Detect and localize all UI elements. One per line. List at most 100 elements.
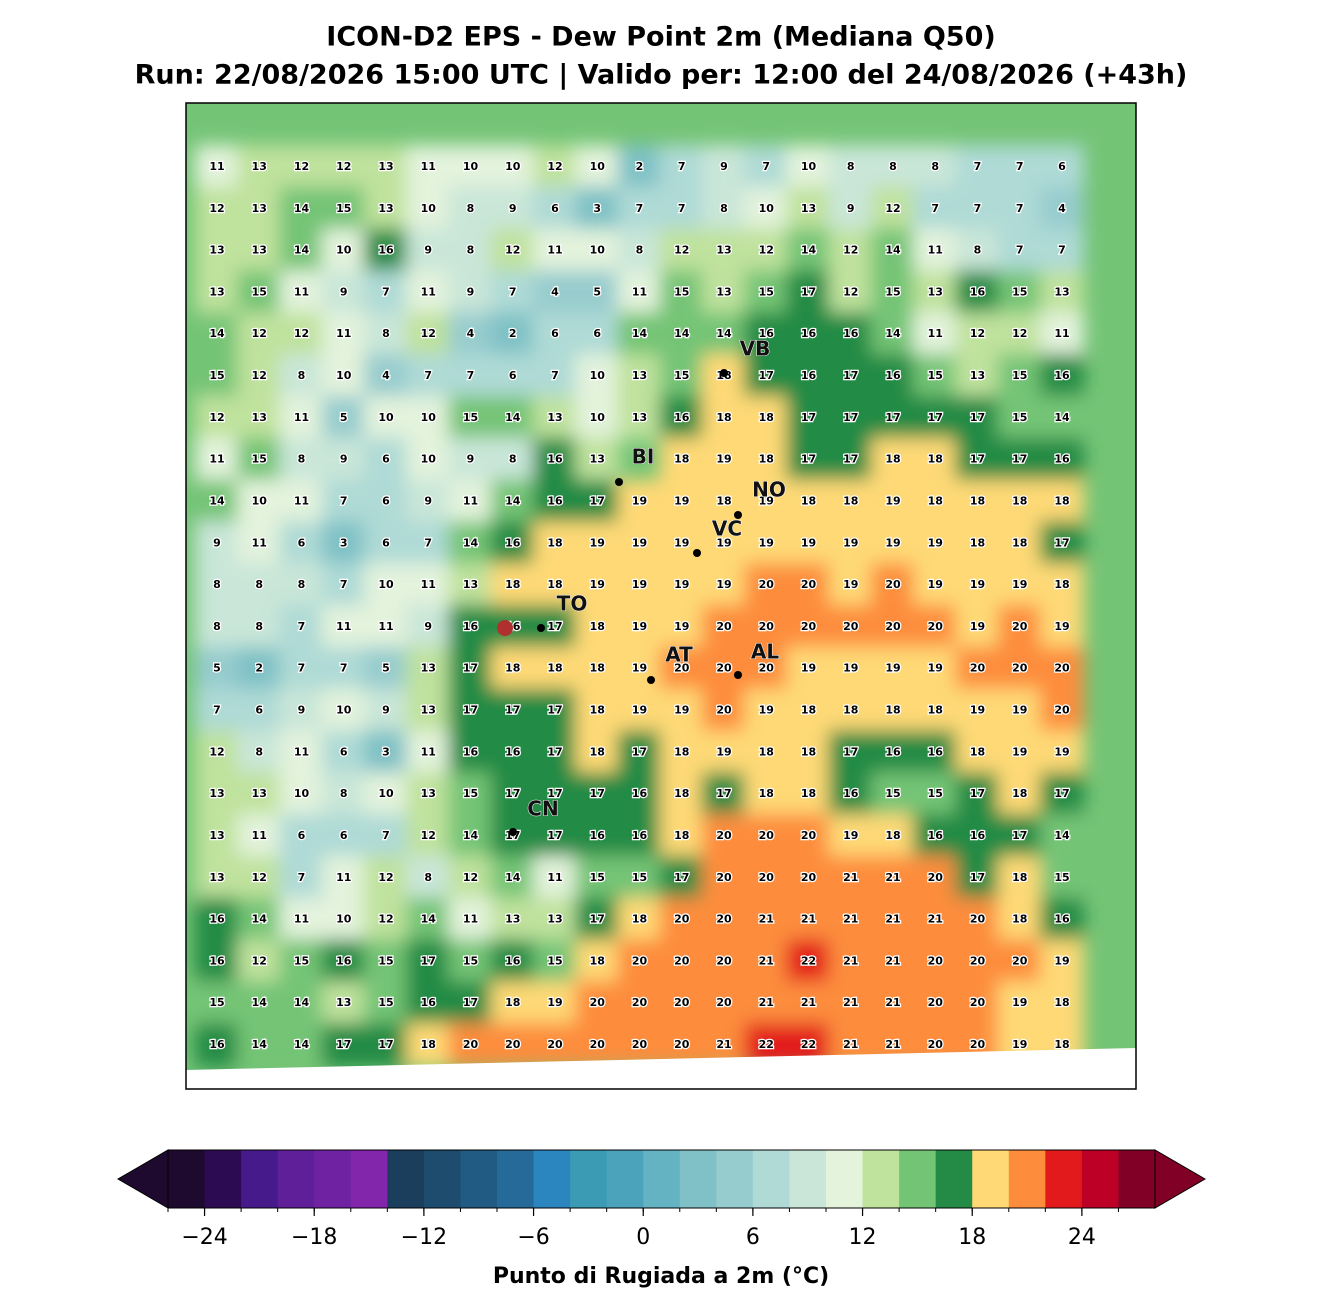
field-cell bbox=[617, 270, 662, 315]
grid-value: 17 bbox=[885, 411, 900, 424]
grid-value: 17 bbox=[505, 787, 520, 800]
grid-value: 16 bbox=[378, 244, 394, 257]
field-cell bbox=[406, 479, 451, 524]
field-cell bbox=[828, 354, 873, 398]
field-cell bbox=[997, 395, 1042, 440]
grid-value: 17 bbox=[547, 745, 562, 758]
city-dot bbox=[647, 676, 655, 684]
grid-value: 18 bbox=[505, 996, 520, 1009]
grid-value: 16 bbox=[928, 829, 944, 842]
field-cell bbox=[321, 730, 366, 775]
grid-value: 13 bbox=[590, 453, 605, 466]
grid-value: 15 bbox=[928, 369, 943, 382]
field-cell bbox=[237, 939, 282, 984]
grid-value: 17 bbox=[421, 954, 436, 967]
grid-value: 8 bbox=[931, 160, 939, 173]
field-cell bbox=[955, 688, 1000, 733]
field-cell bbox=[490, 897, 535, 942]
grid-value: 21 bbox=[885, 1038, 900, 1051]
field-cell bbox=[870, 939, 916, 984]
field-cell bbox=[997, 563, 1042, 607]
field-cell bbox=[406, 145, 451, 189]
city-label: AL bbox=[751, 640, 779, 664]
field-cell bbox=[870, 814, 916, 858]
field-cell bbox=[279, 395, 324, 440]
grid-value: 11 bbox=[378, 620, 393, 633]
grid-value: 18 bbox=[716, 494, 731, 507]
grid-value: 20 bbox=[801, 620, 817, 633]
field-cell bbox=[828, 814, 873, 858]
grid-value: 17 bbox=[801, 285, 816, 298]
field-cell bbox=[321, 228, 366, 273]
outside-domain bbox=[186, 1048, 1136, 1089]
field-cell bbox=[406, 395, 451, 440]
field-cell bbox=[786, 145, 831, 189]
field-cell bbox=[279, 897, 324, 942]
grid-value: 17 bbox=[632, 745, 647, 758]
grid-value: 14 bbox=[505, 411, 521, 424]
grid-value: 12 bbox=[294, 160, 309, 173]
grid-value: 12 bbox=[378, 871, 393, 884]
field-cell bbox=[913, 730, 958, 775]
grid-value: 3 bbox=[340, 536, 348, 549]
field-cell bbox=[701, 772, 747, 817]
field-cell bbox=[532, 479, 578, 524]
field-cell bbox=[997, 772, 1042, 817]
grid-value: 16 bbox=[421, 996, 437, 1009]
field-cell bbox=[955, 145, 1000, 189]
field-cell bbox=[532, 186, 578, 231]
grid-value: 20 bbox=[928, 871, 944, 884]
city-dot bbox=[615, 478, 623, 486]
field-cell bbox=[701, 228, 747, 273]
field-cell bbox=[744, 479, 789, 524]
field-cell bbox=[786, 855, 831, 900]
grid-value: 13 bbox=[421, 662, 436, 675]
field-cell bbox=[786, 354, 831, 398]
grid-value: 11 bbox=[209, 160, 224, 173]
grid-value: 16 bbox=[970, 285, 986, 298]
field-cell bbox=[321, 479, 366, 524]
field-cell bbox=[744, 981, 789, 1026]
field-cell bbox=[1039, 605, 1085, 649]
city-dot bbox=[734, 671, 742, 679]
field-cell bbox=[659, 437, 704, 482]
grid-value: 7 bbox=[424, 369, 432, 382]
map-subtitle: Run: 22/08/2026 15:00 UTC | Valido per: … bbox=[135, 60, 1188, 91]
grid-value: 20 bbox=[928, 954, 944, 967]
grid-value: 20 bbox=[505, 1038, 521, 1051]
field-cell bbox=[744, 563, 789, 607]
grid-value: 16 bbox=[801, 327, 817, 340]
field-cell bbox=[913, 855, 958, 900]
field-cell bbox=[194, 270, 240, 315]
grid-value: 13 bbox=[209, 787, 224, 800]
field-cell bbox=[490, 521, 535, 566]
field-cell bbox=[997, 312, 1042, 357]
field-cell bbox=[490, 479, 535, 524]
field-cell bbox=[321, 354, 366, 398]
colorbar-swatch bbox=[643, 1150, 681, 1208]
grid-value: 20 bbox=[716, 829, 732, 842]
grid-value: 9 bbox=[467, 285, 475, 298]
field-cell bbox=[828, 939, 873, 984]
field-cell bbox=[913, 605, 958, 649]
field-cell bbox=[575, 605, 620, 649]
colorbar-frame bbox=[167, 1149, 1156, 1209]
field-cell bbox=[406, 897, 451, 942]
field-cell bbox=[321, 521, 366, 566]
field-cell bbox=[406, 646, 451, 691]
field-cell bbox=[575, 354, 620, 398]
grid-value: 20 bbox=[590, 1038, 606, 1051]
grid-value: 15 bbox=[463, 787, 478, 800]
grid-value: 19 bbox=[801, 662, 816, 675]
grid-value: 11 bbox=[632, 285, 647, 298]
grid-value: 8 bbox=[255, 745, 263, 758]
field-cell bbox=[913, 145, 958, 189]
grid-value: 20 bbox=[1054, 662, 1070, 675]
field-cell bbox=[828, 270, 873, 315]
field-cell bbox=[744, 730, 789, 775]
field-cell bbox=[406, 563, 451, 607]
grid-value: 18 bbox=[1012, 913, 1027, 926]
field-cell bbox=[237, 646, 282, 691]
grid-value: 17 bbox=[505, 704, 520, 717]
field-cell bbox=[1039, 814, 1085, 858]
